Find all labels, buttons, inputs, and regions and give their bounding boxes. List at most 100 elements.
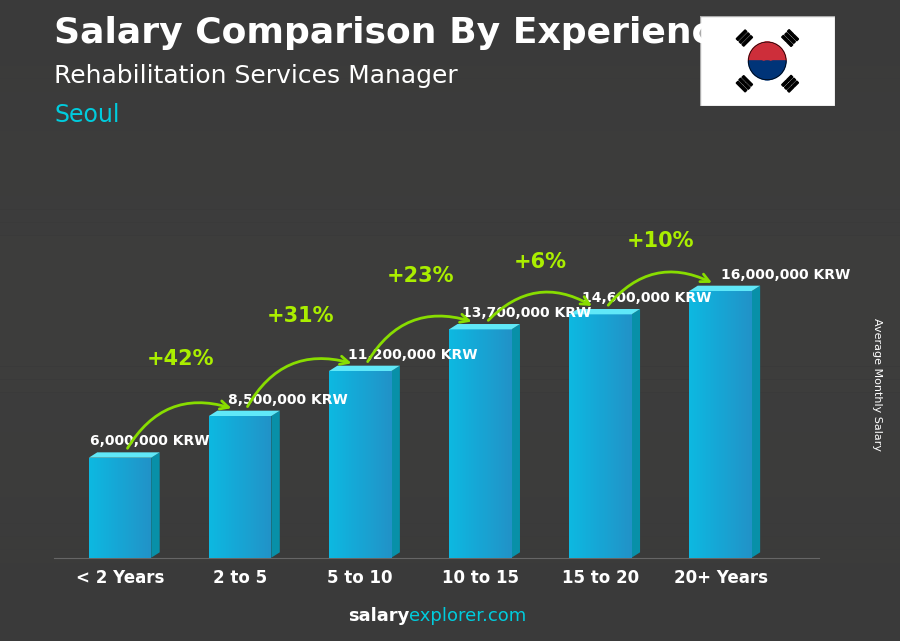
Bar	[0, 393, 900, 406]
Bar	[505, 329, 507, 558]
Bar	[504, 329, 506, 558]
Bar	[371, 371, 373, 558]
Bar	[256, 416, 257, 558]
Bar	[728, 291, 730, 558]
Bar	[0, 249, 900, 262]
Bar	[366, 371, 368, 558]
Bar	[213, 416, 215, 558]
Bar	[374, 371, 376, 558]
Bar	[247, 416, 248, 558]
Bar	[383, 371, 385, 558]
Polygon shape	[788, 29, 794, 36]
Bar	[488, 329, 490, 558]
Bar	[583, 314, 585, 558]
Bar	[493, 329, 494, 558]
Polygon shape	[736, 30, 747, 40]
Bar	[0, 589, 900, 602]
Bar	[605, 314, 607, 558]
Bar	[243, 416, 245, 558]
Wedge shape	[749, 61, 786, 79]
Bar	[259, 416, 261, 558]
Text: Seoul: Seoul	[54, 103, 120, 126]
Bar	[577, 314, 579, 558]
Text: 14,600,000 KRW: 14,600,000 KRW	[582, 291, 712, 305]
Bar	[0, 183, 900, 196]
Bar	[587, 314, 588, 558]
Bar	[351, 371, 353, 558]
Bar	[220, 416, 221, 558]
Bar	[381, 371, 382, 558]
Bar	[732, 291, 733, 558]
Bar	[591, 314, 593, 558]
Bar	[0, 236, 900, 249]
Text: +6%: +6%	[514, 253, 567, 272]
Bar	[234, 416, 236, 558]
Bar	[353, 371, 354, 558]
Bar	[221, 416, 223, 558]
Polygon shape	[792, 35, 798, 41]
Bar	[483, 329, 485, 558]
Bar	[615, 314, 616, 558]
Bar	[694, 291, 696, 558]
Bar	[724, 291, 725, 558]
Bar	[139, 458, 140, 558]
Bar	[711, 291, 713, 558]
Bar	[388, 371, 390, 558]
Bar	[734, 291, 736, 558]
Bar	[368, 371, 370, 558]
Bar	[109, 458, 111, 558]
Text: Rehabilitation Services Manager: Rehabilitation Services Manager	[54, 64, 458, 88]
Bar	[0, 13, 900, 26]
Bar	[569, 314, 571, 558]
Bar	[382, 371, 383, 558]
Text: +10%: +10%	[626, 231, 694, 251]
Bar	[500, 329, 502, 558]
Bar	[470, 329, 471, 558]
Bar	[0, 524, 900, 537]
Bar	[0, 118, 900, 131]
Bar	[104, 458, 106, 558]
Bar	[238, 416, 240, 558]
Bar	[147, 458, 149, 558]
Bar	[347, 371, 349, 558]
Bar	[502, 329, 504, 558]
Polygon shape	[689, 286, 760, 291]
Polygon shape	[511, 324, 520, 558]
Bar	[721, 291, 722, 558]
Bar	[602, 314, 604, 558]
Text: 11,200,000 KRW: 11,200,000 KRW	[348, 347, 478, 362]
Bar	[496, 329, 498, 558]
Bar	[103, 458, 104, 558]
Bar	[237, 416, 239, 558]
Bar	[472, 329, 474, 558]
Bar	[212, 416, 213, 558]
Bar	[98, 458, 100, 558]
Polygon shape	[272, 411, 280, 558]
Bar	[0, 92, 900, 104]
Polygon shape	[736, 81, 747, 92]
Bar	[126, 458, 128, 558]
Polygon shape	[782, 35, 788, 42]
Bar	[264, 416, 266, 558]
Bar	[626, 314, 627, 558]
Bar	[336, 371, 337, 558]
Bar	[575, 314, 577, 558]
Bar	[474, 329, 476, 558]
Bar	[702, 291, 704, 558]
Bar	[0, 131, 900, 144]
Bar	[134, 458, 136, 558]
Bar	[607, 314, 608, 558]
Bar	[468, 329, 470, 558]
Bar	[112, 458, 114, 558]
Bar	[226, 416, 228, 558]
Bar	[579, 314, 580, 558]
Bar	[349, 371, 351, 558]
Bar	[745, 291, 747, 558]
Bar	[145, 458, 147, 558]
Bar	[268, 416, 270, 558]
Bar	[630, 314, 632, 558]
Bar	[471, 329, 473, 558]
Bar	[376, 371, 377, 558]
Bar	[0, 550, 900, 563]
Bar	[102, 458, 103, 558]
